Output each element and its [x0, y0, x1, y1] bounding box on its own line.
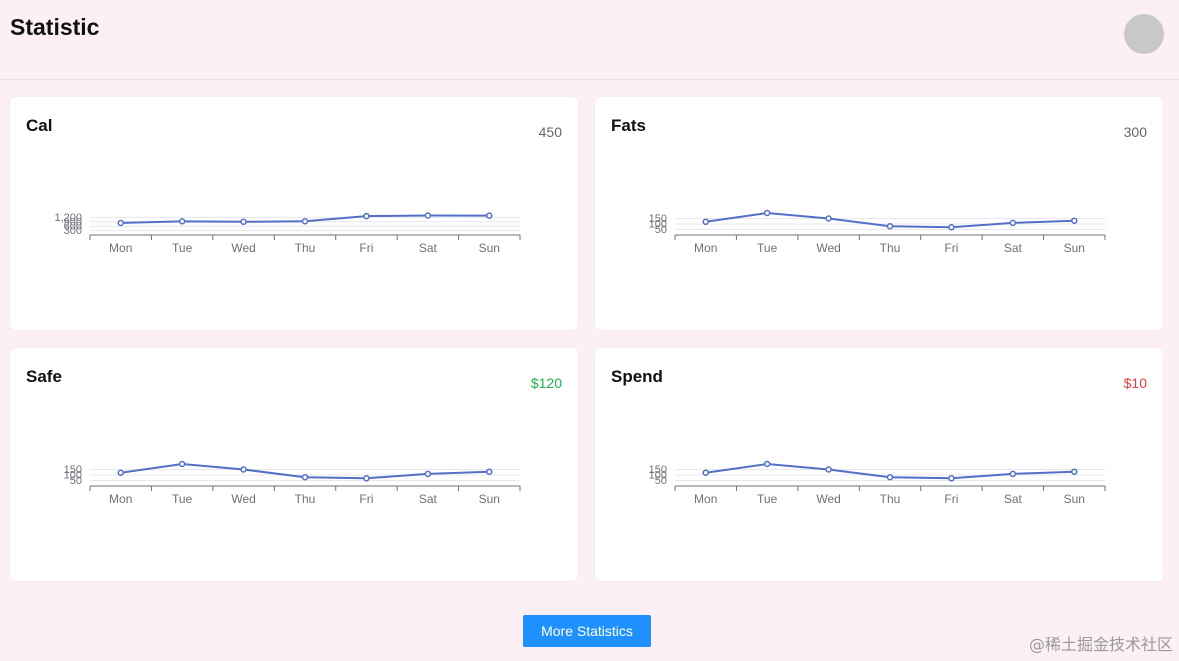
x-tick-label: Sat	[1004, 492, 1023, 506]
y-tick-label: 1,200	[54, 212, 82, 224]
x-tick-label: Wed	[816, 492, 840, 506]
data-point	[424, 212, 432, 219]
x-tick-label: Fri	[359, 241, 373, 255]
x-tick-label: Mon	[694, 241, 717, 255]
x-tick-label: Sat	[419, 241, 438, 255]
data-point	[886, 473, 894, 481]
y-tick-label: 50	[655, 224, 667, 236]
stat-card-fats: Fats 300 50 100 150 Mon Tue Wed Thu Fri Sat Sun	[595, 97, 1163, 330]
data-point	[948, 475, 955, 482]
card-value: 300	[1123, 124, 1147, 140]
data-point	[763, 209, 771, 217]
data-point	[363, 475, 370, 482]
data-point	[178, 218, 186, 225]
x-tick-label: Sun	[479, 241, 500, 255]
data-point	[486, 468, 493, 475]
data-point	[240, 218, 247, 226]
y-tick-label: 150	[64, 464, 82, 476]
x-tick-label: Sat	[1004, 241, 1023, 255]
page-title: Statistic	[10, 14, 100, 40]
data-point	[240, 466, 247, 473]
card-value: $120	[530, 375, 562, 391]
watermark: @稀土掘金技术社区	[1028, 635, 1173, 654]
y-tick-label: 50	[70, 475, 82, 487]
x-tick-label: Sun	[479, 492, 500, 506]
data-point	[301, 218, 309, 225]
y-tick-label: 900	[64, 216, 82, 228]
avatar[interactable]	[1124, 14, 1164, 54]
data-point	[825, 466, 832, 473]
stat-card-safe: Safe $120 50 100 150 Mon Tue Wed Thu Fri Sat Sun	[10, 348, 578, 581]
card-title: Cal	[26, 116, 53, 135]
x-tick-label: Mon	[109, 241, 132, 255]
x-tick-label: Tue	[172, 492, 193, 506]
data-point	[763, 460, 771, 468]
card-value: 450	[538, 124, 562, 140]
stat-card-cal: Cal 450 300 600 900 1,200 Mon Tue Wed Thu Fri Sat…	[10, 97, 578, 330]
data-point	[1071, 217, 1078, 224]
x-tick-label: Mon	[109, 492, 132, 506]
data-point	[886, 222, 894, 230]
x-tick-label: Wed	[231, 241, 255, 255]
card-title: Safe	[26, 367, 62, 386]
x-tick-label: Thu	[880, 241, 901, 255]
x-tick-label: Tue	[757, 492, 778, 506]
card-title: Fats	[611, 116, 646, 135]
x-tick-label: Sun	[1064, 492, 1085, 506]
header-bar: Statistic	[0, 0, 1179, 80]
data-point	[117, 219, 124, 227]
y-tick-label: 100	[649, 219, 667, 231]
data-point	[486, 212, 493, 219]
x-tick-label: Tue	[757, 241, 778, 255]
y-tick-label: 600	[64, 221, 82, 233]
data-point	[178, 460, 186, 468]
data-point	[363, 212, 370, 220]
y-tick-label: 150	[649, 464, 667, 476]
y-tick-label: 100	[64, 470, 82, 482]
data-point	[301, 473, 309, 481]
data-point	[1071, 468, 1078, 475]
stat-card-spend: Spend $10 50 100 150 Mon Tue Wed Thu Fri Sat Sun	[595, 348, 1163, 581]
card-title: Spend	[611, 367, 663, 386]
data-point	[948, 224, 955, 231]
data-point	[424, 470, 432, 478]
y-tick-label: 50	[655, 475, 667, 487]
x-tick-label: Thu	[880, 492, 901, 506]
data-point	[1009, 470, 1017, 478]
more-statistics-button[interactable]: More Statistics	[523, 615, 651, 647]
x-tick-label: Wed	[231, 492, 255, 506]
card-value: $10	[1123, 375, 1147, 391]
y-tick-label: 150	[649, 213, 667, 225]
x-tick-label: Thu	[295, 241, 316, 255]
y-tick-label: 300	[64, 225, 82, 237]
data-point	[1009, 219, 1017, 227]
data-point	[702, 469, 709, 477]
x-tick-label: Wed	[816, 241, 840, 255]
x-tick-label: Sun	[1064, 241, 1085, 255]
x-tick-label: Fri	[944, 241, 958, 255]
data-point	[825, 215, 832, 222]
data-point	[702, 218, 709, 226]
x-tick-label: Tue	[172, 241, 193, 255]
data-point	[117, 469, 124, 477]
y-tick-label: 100	[649, 470, 667, 482]
x-tick-label: Sat	[419, 492, 438, 506]
x-tick-label: Mon	[694, 492, 717, 506]
x-tick-label: Fri	[359, 492, 373, 506]
x-tick-label: Thu	[295, 492, 316, 506]
x-tick-label: Fri	[944, 492, 958, 506]
